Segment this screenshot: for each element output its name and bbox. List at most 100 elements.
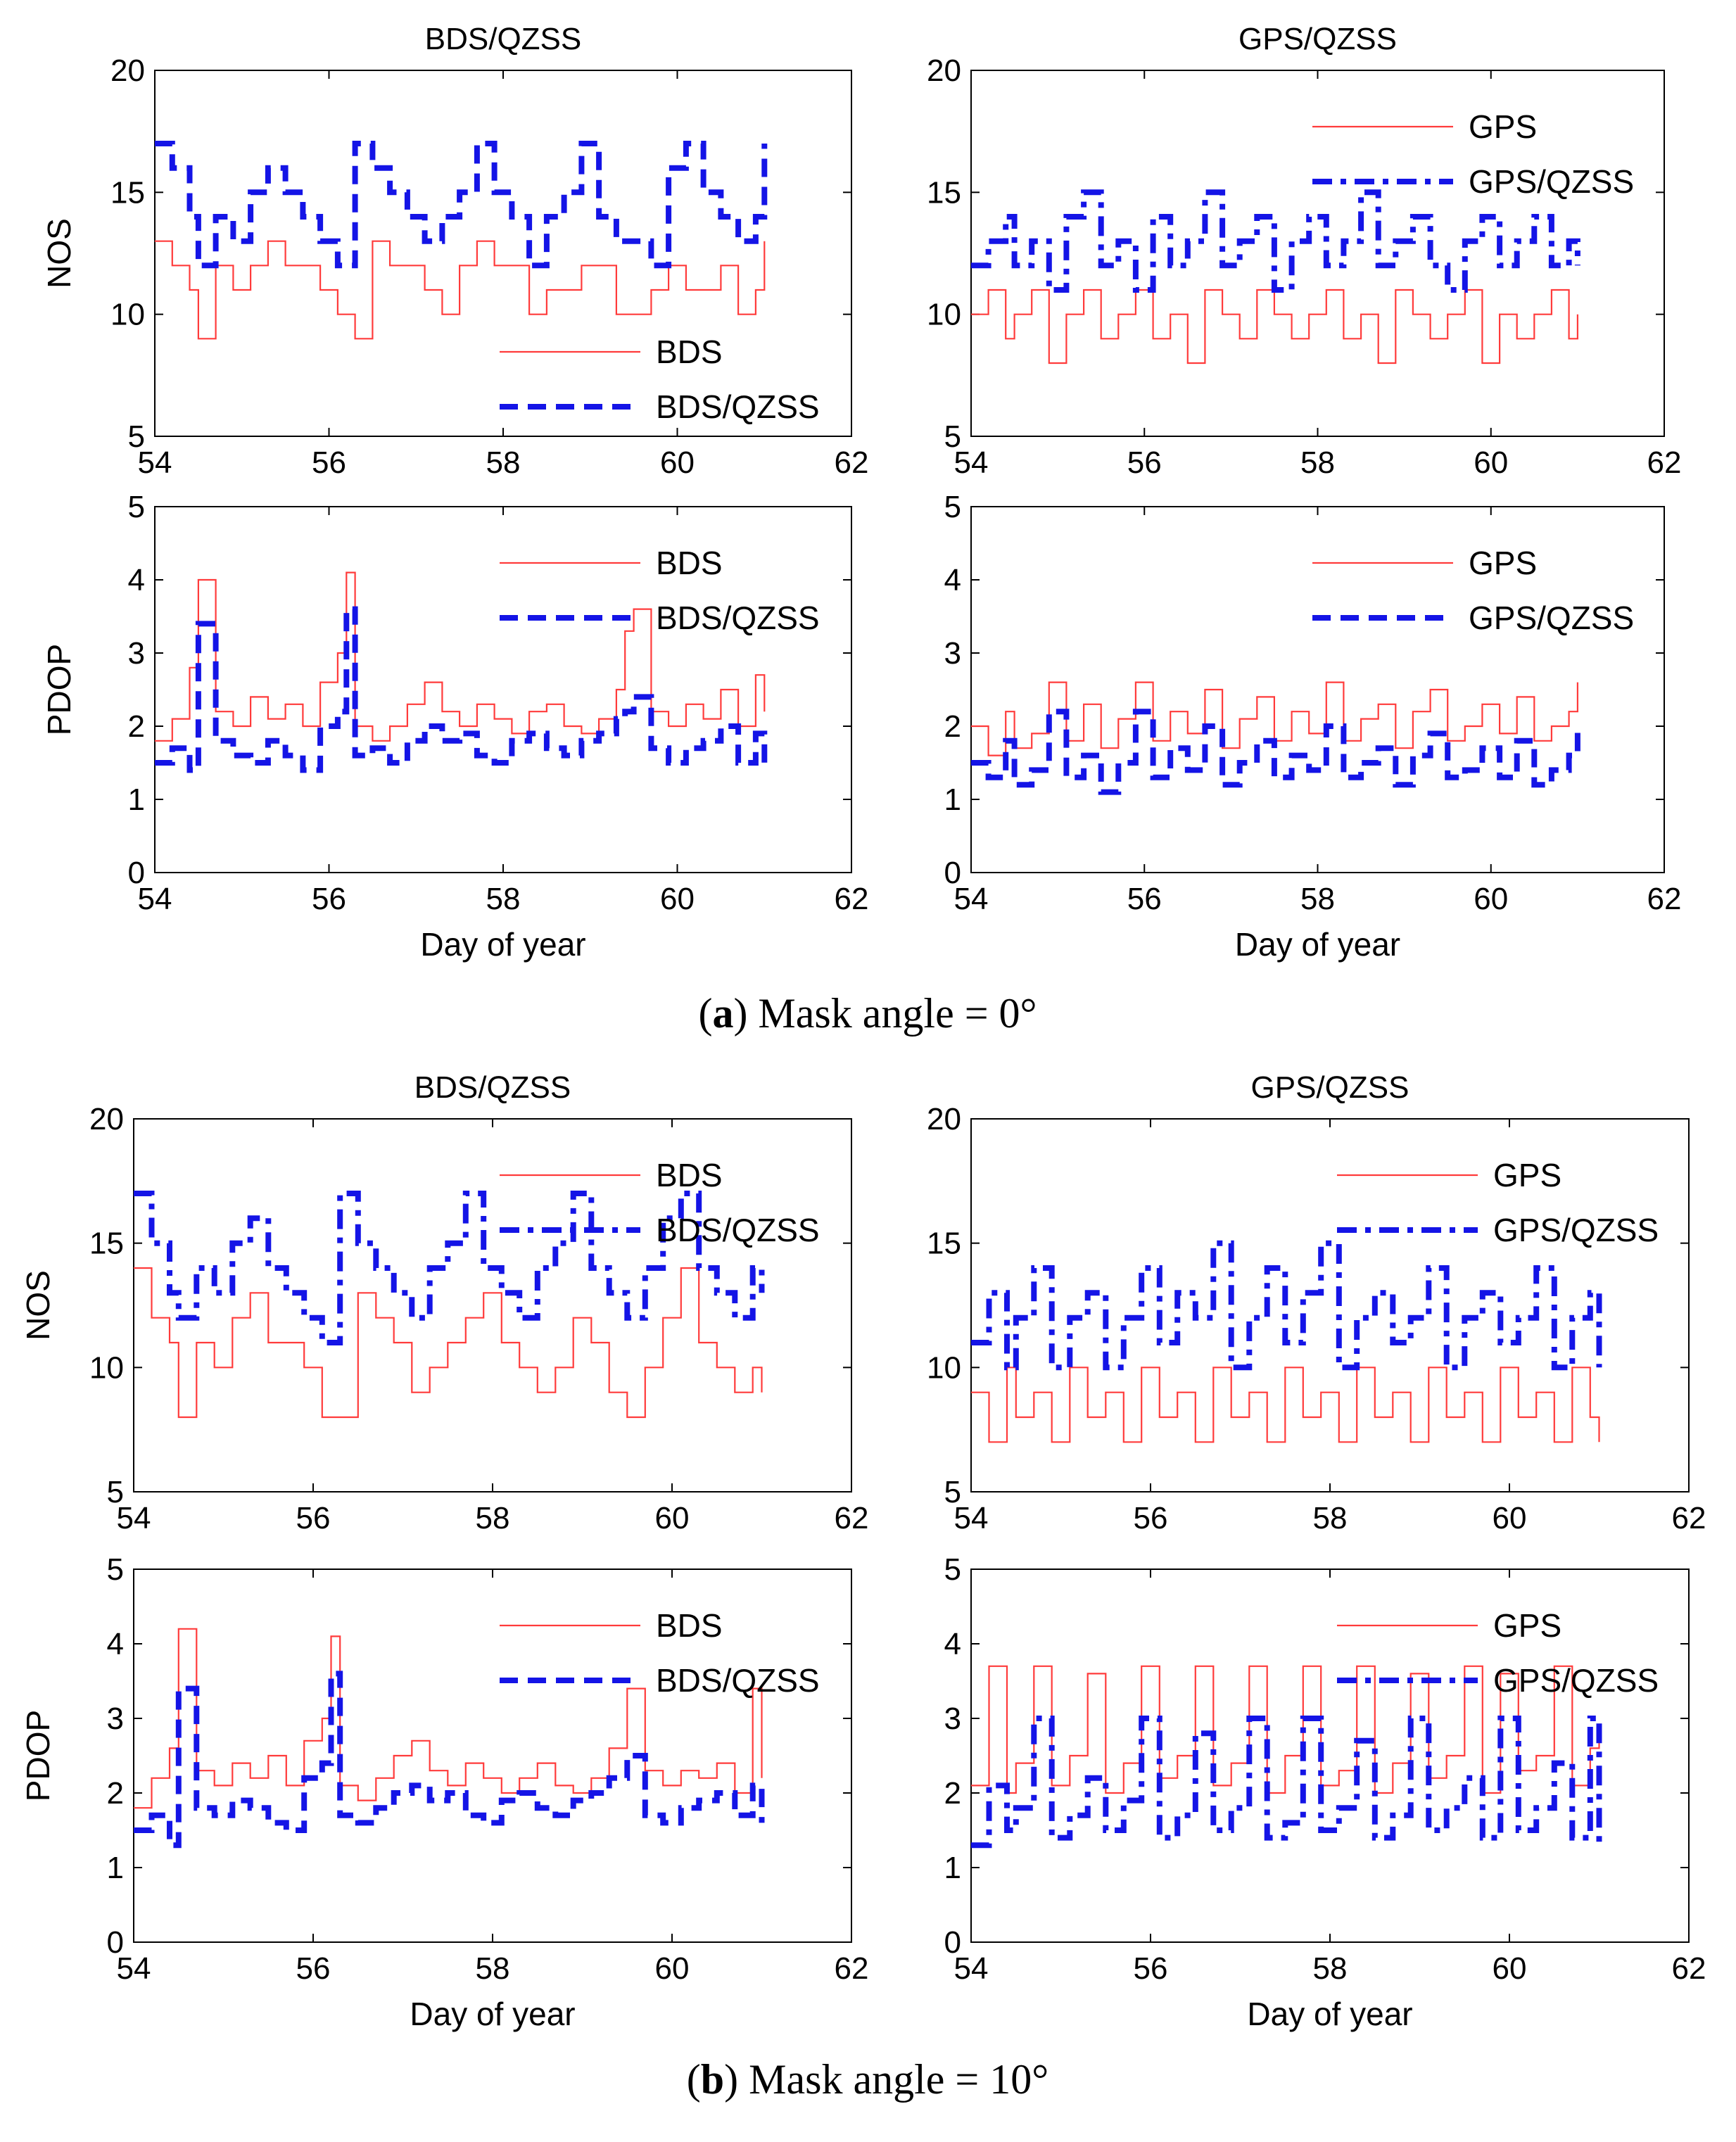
legend-label: BDS/QZSS (656, 1662, 820, 1699)
series-line-bds (134, 1628, 763, 1809)
y-tick-label: 15 (927, 1227, 961, 1261)
x-tick-label: 58 (1300, 445, 1335, 480)
legend-label: BDS/QZSS (656, 388, 820, 425)
y-tick-label: 5 (944, 490, 961, 524)
series-line-bds (155, 571, 766, 742)
y-tick-label: 2 (107, 1776, 124, 1811)
x-tick-label: 60 (660, 882, 695, 916)
chart-b-pdop-gps: 54 56 58 60 62 0 1 2 3 4 5 Day of year GPS GPS/QZSS (944, 1552, 1706, 2032)
series-line-gps-qzss (971, 1716, 1602, 1849)
x-tick-label: 60 (660, 445, 695, 480)
y-tick-label: 5 (107, 1475, 124, 1509)
y-axis-label: PDOP (20, 1710, 56, 1801)
plot-frame (970, 70, 1665, 437)
caption-a: (a) Mask angle = 0° (698, 990, 1037, 1037)
chart-title: BDS/QZSS (425, 22, 582, 56)
chart-title: GPS/QZSS (1238, 22, 1397, 56)
x-tick-label: 56 (1127, 882, 1162, 916)
y-tick-label: 2 (128, 709, 145, 744)
y-tick-label: 20 (927, 53, 961, 88)
chart-a-nos-gps: 54 56 58 60 62 5 10 15 20 GPS/QZSS GPS GPS/QZSS (927, 22, 1681, 480)
x-tick-label: 62 (1672, 1951, 1706, 1986)
x-tick-label: 60 (655, 1951, 690, 1986)
x-tick-label: 62 (835, 882, 869, 916)
legend-label: GPS/QZSS (1493, 1662, 1659, 1699)
y-tick-label: 4 (944, 563, 961, 597)
x-tick-label: 54 (117, 1501, 151, 1535)
legend-label: GPS/QZSS (1469, 163, 1634, 200)
x-tick-label: 62 (1672, 1501, 1706, 1535)
x-tick-label: 60 (1474, 445, 1508, 480)
y-tick-label: 15 (110, 175, 145, 210)
y-tick-label: 0 (944, 1925, 961, 1960)
y-tick-label: 1 (128, 782, 145, 817)
x-tick-label: 58 (1313, 1951, 1348, 1986)
caption-b-text: ) Mask angle = 10° (724, 2056, 1048, 2103)
series-line-gps (971, 1367, 1600, 1443)
y-tick-label: 3 (107, 1701, 124, 1736)
legend-label: GPS/QZSS (1469, 600, 1634, 636)
plot-frame (970, 1569, 1690, 1943)
x-tick-label: 58 (1313, 1501, 1348, 1535)
x-tick-label: 54 (138, 445, 172, 480)
series-line-gps-qzss (971, 709, 1580, 795)
x-tick-label: 56 (296, 1951, 331, 1986)
y-tick-label: 15 (927, 175, 961, 210)
x-tick-label: 54 (954, 1501, 989, 1535)
y-tick-label: 2 (944, 1776, 961, 1811)
chart-b-nos-bds: 54 56 58 60 62 5 10 15 20 BDS/QZSS NOS BDS BDS/QZSS (20, 1070, 868, 1535)
series-line-bds-qzss (134, 1191, 765, 1345)
y-tick-label: 4 (107, 1627, 124, 1661)
y-tick-label: 1 (107, 1851, 124, 1885)
x-tick-label: 54 (117, 1951, 151, 1986)
x-tick-label: 58 (486, 882, 521, 916)
caption-a-text: ) Mask angle = 0° (733, 990, 1037, 1037)
legend-label: BDS (656, 1607, 723, 1644)
x-axis-label: Day of year (410, 1996, 575, 2032)
series-line-bds (134, 1267, 763, 1419)
legend-label: BDS/QZSS (656, 600, 820, 636)
y-tick-label: 20 (927, 1102, 961, 1136)
x-tick-label: 56 (1134, 1951, 1168, 1986)
y-tick-label: 0 (107, 1925, 124, 1960)
legend-label: GPS (1493, 1157, 1561, 1193)
x-tick-label: 54 (954, 1951, 989, 1986)
y-tick-label: 10 (110, 298, 145, 332)
chart-a-pdop-gps: 54 56 58 60 62 0 1 2 3 4 5 Day of year GPS GPS/QZSS (944, 490, 1682, 963)
x-tick-label: 58 (1300, 882, 1335, 916)
legend-label: GPS/QZSS (1493, 1212, 1659, 1248)
x-tick-label: 62 (1647, 445, 1682, 480)
x-tick-label: 60 (655, 1501, 690, 1535)
series-line-bds-qzss (134, 1671, 765, 1849)
y-tick-label: 0 (944, 856, 961, 890)
y-tick-label: 3 (944, 1701, 961, 1736)
x-tick-label: 60 (1474, 882, 1508, 916)
x-tick-label: 54 (954, 882, 989, 916)
charts-root: 54 56 58 60 625101520BDS/QZSSNOSBDSBDS/QZSS5… (20, 22, 1706, 2032)
plot-frame (970, 506, 1665, 873)
y-tick-label: 4 (128, 563, 145, 597)
y-tick-label: 10 (89, 1350, 124, 1385)
legend-label: BDS (656, 545, 723, 581)
series-line-gps-qzss (971, 189, 1580, 293)
plot-frame (133, 1569, 852, 1943)
y-tick-label: 1 (944, 782, 961, 817)
series-line-gps (971, 289, 1578, 365)
y-axis-label: PDOP (41, 644, 77, 735)
x-axis-label: Day of year (1235, 926, 1400, 963)
y-tick-label: 10 (927, 298, 961, 332)
y-axis-label: NOS (20, 1270, 56, 1341)
legend-label: GPS (1493, 1607, 1561, 1644)
series-line-bds-qzss (155, 141, 768, 269)
caption-b-letter: b (701, 2056, 724, 2103)
y-tick-label: 20 (89, 1102, 124, 1136)
y-axis-label: NOS (41, 218, 77, 289)
x-tick-label: 56 (312, 882, 346, 916)
chart-a-pdop-bds: 54 56 58 60 62 0 1 2 3 4 5 PDOP Day of year BDS BDS/QZ… (41, 490, 868, 963)
plot-frame (133, 1118, 852, 1493)
y-tick-label: 10 (927, 1350, 961, 1385)
plot-frame (970, 1118, 1690, 1493)
x-tick-label: 58 (486, 445, 521, 480)
chart-a-nos-bds: 54 56 58 60 62 5 10 15 20 BDS/QZSS NOS BDS BDS/QZSS (41, 22, 868, 480)
